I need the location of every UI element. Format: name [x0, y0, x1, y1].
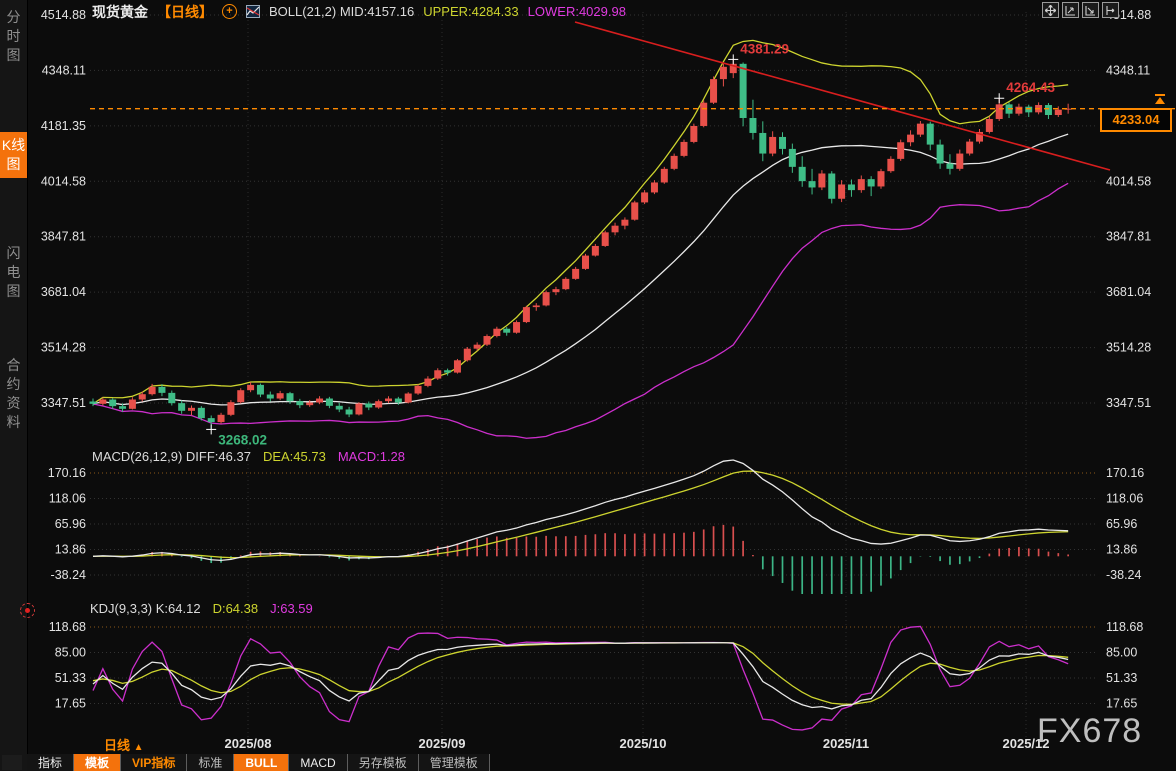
price-up-arrow-icon — [1152, 93, 1168, 113]
svg-text:3847.81: 3847.81 — [1106, 230, 1151, 244]
indicator-lines — [92, 459, 1069, 731]
left-sidebar: 分时图 K线图 闪电图 合约资料 — [0, 0, 28, 771]
svg-text:3347.51: 3347.51 — [1106, 396, 1151, 410]
svg-text:3514.28: 3514.28 — [41, 341, 86, 355]
toolbar-item-bull[interactable]: BULL — [234, 754, 290, 771]
svg-text:4514.88: 4514.88 — [41, 8, 86, 22]
zoom-price-axis-icon[interactable] — [1082, 2, 1099, 18]
circle-plus-icon[interactable]: + — [222, 4, 237, 19]
toolbar-item-macd[interactable]: MACD — [289, 754, 348, 771]
reset-view-icon[interactable] — [1102, 2, 1119, 18]
svg-text:170.16: 170.16 — [1106, 466, 1144, 480]
interval-selector[interactable]: 日线 ▲ — [104, 738, 144, 753]
last-price-badge: 4233.04 — [1100, 108, 1172, 132]
svg-text:3268.02: 3268.02 — [218, 432, 267, 447]
x-axis-label: 2025/08 — [224, 736, 272, 751]
x-axis-label: 2025/09 — [418, 736, 466, 751]
bollinger-bands — [92, 39, 1069, 439]
kdj-k-value: KDJ(9,3,3) K:64.12 — [90, 601, 201, 616]
macd-diff-value: MACD(26,12,9) DIFF:46.37 — [92, 449, 251, 464]
x-axis-row: 日线 ▲ 2025/08 2025/09 2025/10 2025/11 202… — [27, 734, 1176, 754]
svg-text:3347.51: 3347.51 — [41, 396, 86, 410]
period-tag: 【日线】 — [157, 3, 213, 20]
candlesticks — [89, 59, 1072, 430]
chart-tool-buttons — [1042, 2, 1119, 18]
svg-text:4014.58: 4014.58 — [41, 174, 86, 188]
svg-text:4348.11: 4348.11 — [42, 63, 86, 77]
bottom-toolbar: 指标 模板 VIP指标 标准 BULL MACD 另存模板 管理模板 — [27, 754, 490, 771]
kdj-indicator-icon[interactable] — [20, 603, 35, 618]
svg-text:4014.58: 4014.58 — [1106, 174, 1151, 188]
svg-text:13.86: 13.86 — [1106, 543, 1137, 557]
svg-text:65.96: 65.96 — [1106, 517, 1137, 531]
svg-text:4264.43: 4264.43 — [1006, 80, 1055, 95]
sidebar-tab-time-chart[interactable]: 分时图 — [6, 9, 21, 63]
svg-text:13.86: 13.86 — [55, 543, 86, 557]
svg-text:170.16: 170.16 — [48, 466, 86, 480]
toolbar-item-vip-indicators[interactable]: VIP指标 — [121, 754, 188, 771]
boll-lower-value: LOWER:4029.98 — [527, 4, 626, 19]
svg-text:3681.04: 3681.04 — [41, 285, 86, 299]
svg-text:-38.24: -38.24 — [1106, 568, 1141, 582]
x-axis-label: 2025/10 — [619, 736, 667, 751]
toolbar-item-indicators[interactable]: 指标 — [27, 754, 75, 771]
svg-text:17.65: 17.65 — [1106, 697, 1137, 711]
svg-text:65.96: 65.96 — [55, 517, 86, 531]
x-axis-label: 2025/12 — [1002, 736, 1050, 751]
svg-text:3681.04: 3681.04 — [1106, 285, 1151, 299]
sidebar-tab-candle-chart[interactable]: K线图 — [0, 132, 27, 178]
chart-header: 现货黄金 【日线】 + BOLL(21,2) MID:4157.16 UPPER… — [92, 3, 626, 20]
svg-text:118.68: 118.68 — [49, 620, 86, 634]
kdj-header: KDJ(9,3,3) K:64.12 D:64.38 J:63.59 — [90, 601, 313, 616]
toolbar-item-standard[interactable]: 标准 — [187, 754, 235, 771]
svg-text:4381.29: 4381.29 — [740, 41, 789, 56]
toolbar-item-templates[interactable]: 模板 — [74, 754, 122, 771]
macd-dea-value: DEA:45.73 — [262, 449, 326, 464]
boll-mid-value: BOLL(21,2) MID:4157.16 — [269, 4, 415, 19]
symbol-name: 现货黄金 — [92, 3, 148, 20]
chevron-up-icon: ▲ — [133, 742, 144, 753]
toolbar-item-save-template[interactable]: 另存模板 — [348, 754, 419, 771]
kdj-j-value: J:63.59 — [270, 601, 313, 616]
svg-text:118.68: 118.68 — [1106, 620, 1143, 634]
zoom-time-axis-icon[interactable] — [1062, 2, 1079, 18]
svg-text:51.33: 51.33 — [55, 671, 86, 685]
svg-text:85.00: 85.00 — [1106, 646, 1137, 660]
svg-text:85.00: 85.00 — [55, 646, 86, 660]
macd-header: MACD(26,12,9) DIFF:46.37 DEA:45.73 MACD:… — [92, 449, 405, 464]
chart-annotations: 4381.29 4264.43 3268.02 — [90, 21, 1176, 447]
svg-text:118.06: 118.06 — [1106, 492, 1143, 506]
mini-chart-icon[interactable] — [246, 5, 260, 18]
svg-text:4181.35: 4181.35 — [41, 119, 86, 133]
svg-text:3514.28: 3514.28 — [1106, 341, 1151, 355]
svg-text:-38.24: -38.24 — [51, 568, 86, 582]
boll-upper-value: UPPER:4284.33 — [423, 4, 519, 19]
kdj-d-value: D:64.38 — [212, 601, 259, 616]
toolbar-item-manage-templates[interactable]: 管理模板 — [419, 754, 490, 771]
brand-watermark: FX678 — [1037, 712, 1143, 750]
gridlines — [90, 12, 1098, 750]
macd-value: MACD:1.28 — [337, 449, 406, 464]
sidebar-tab-contract-info[interactable]: 合约资料 — [6, 357, 21, 430]
bottom-left-corner — [2, 755, 22, 770]
pan-icon[interactable] — [1042, 2, 1059, 18]
svg-text:118.06: 118.06 — [49, 492, 86, 506]
x-axis-label: 2025/11 — [822, 736, 870, 751]
svg-text:4348.11: 4348.11 — [1106, 63, 1150, 77]
svg-text:3847.81: 3847.81 — [41, 230, 86, 244]
axis-labels: 4514.884514.884348.114348.114181.354181.… — [41, 8, 1151, 711]
svg-text:17.65: 17.65 — [55, 697, 86, 711]
svg-text:51.33: 51.33 — [1106, 671, 1137, 685]
sidebar-tab-lightning-chart[interactable]: 闪电图 — [6, 245, 21, 299]
